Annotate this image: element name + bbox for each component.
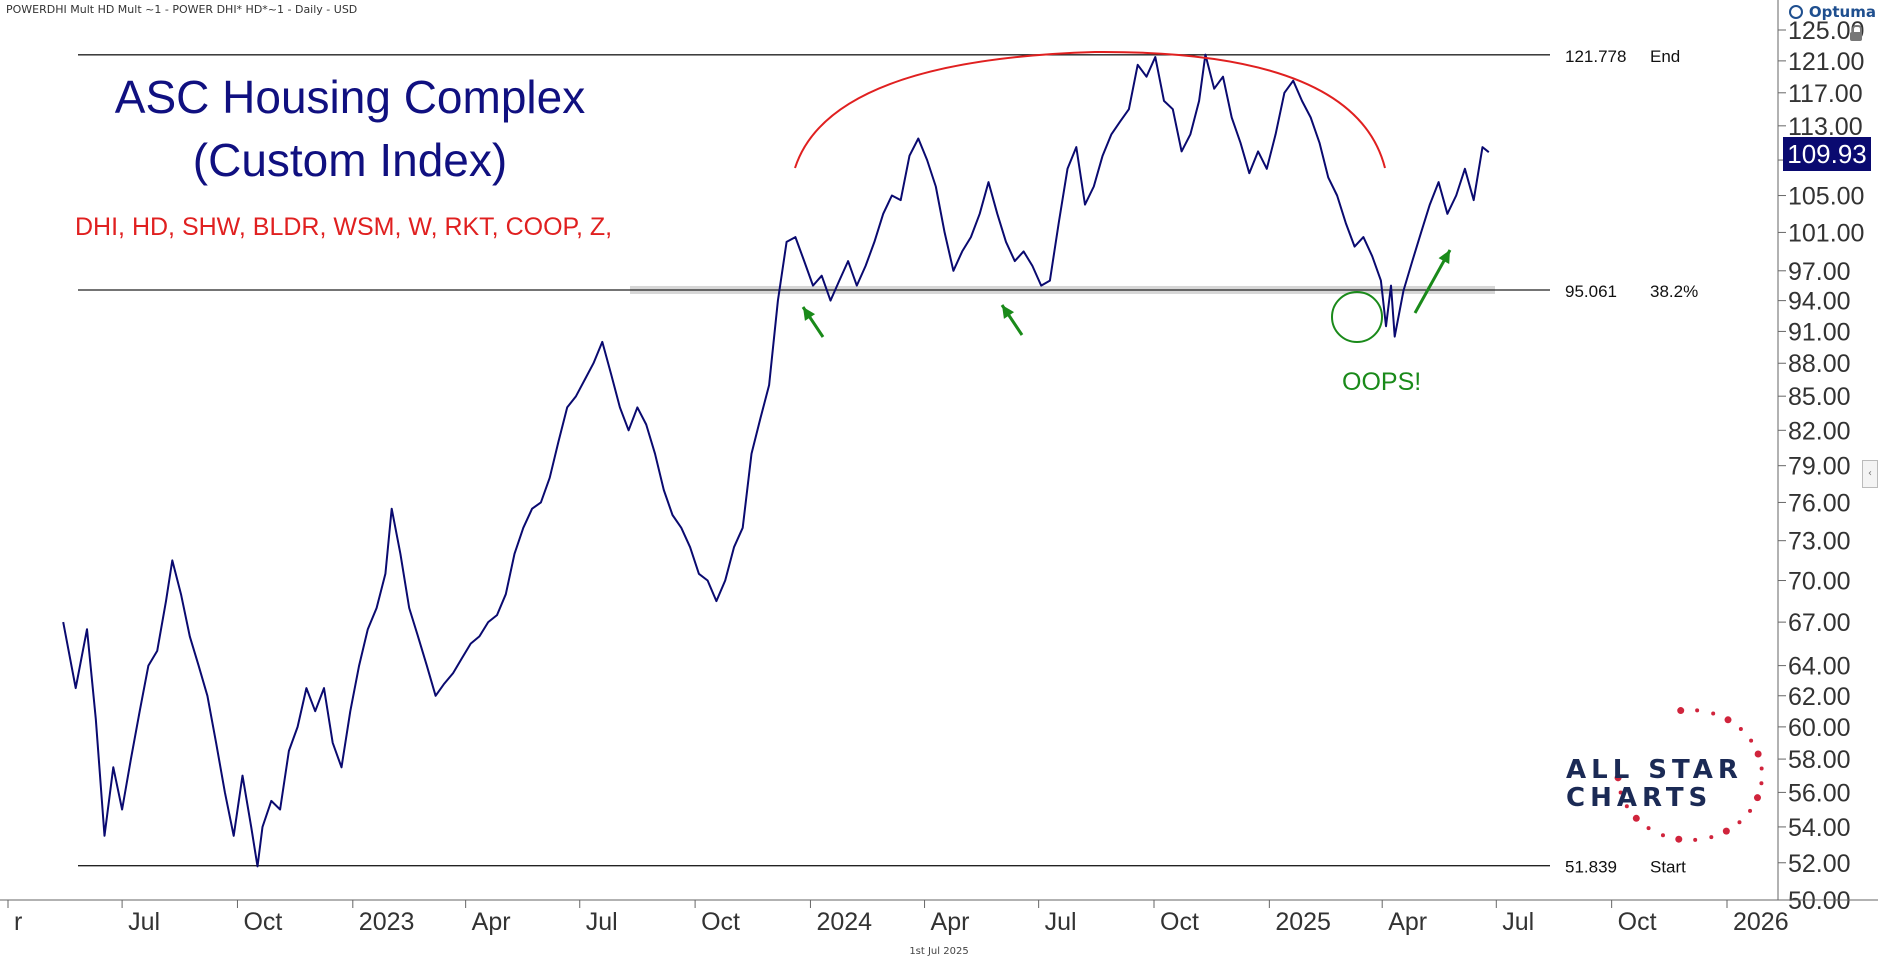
logo-star-icon [1632, 814, 1640, 822]
last-price-tag: 109.93 [1783, 137, 1871, 171]
y-tick-label: 94.00 [1788, 288, 1851, 316]
horizontal-levels: 121.778 End 95.061 38.2% 51.839 Start [78, 47, 1698, 877]
y-tick-label: 117.00 [1788, 80, 1863, 108]
x-tick-label: Jul [1502, 908, 1534, 936]
optuma-logo-icon [1789, 5, 1803, 19]
logo-star-icon [1724, 716, 1732, 724]
logo-star-icon [1754, 750, 1762, 758]
level-value-label: 95.061 [1565, 282, 1617, 301]
level-tag-label: Start [1650, 858, 1686, 877]
chart-header: POWERDHI Mult HD Mult ~1 - POWER DHI* HD… [6, 3, 358, 16]
logo-star-icon [1711, 711, 1716, 716]
y-tick-label: 121.00 [1788, 48, 1864, 76]
x-tick-label: Jul [1045, 908, 1077, 936]
logo-star-icon [1759, 766, 1764, 771]
optuma-label: Optuma [1808, 3, 1876, 21]
logo-star-icon [1693, 837, 1698, 842]
y-tick-label: 50.00 [1788, 887, 1851, 915]
logo-star-icon [1695, 708, 1700, 713]
x-tick-label: Oct [1618, 908, 1657, 936]
y-tick-label: 79.00 [1788, 453, 1851, 481]
y-tick-label: 113.00 [1788, 113, 1863, 141]
logo-star-icon [1660, 833, 1665, 838]
breakout-arrow-head [1438, 250, 1450, 264]
x-tick-label: 2026 [1733, 908, 1789, 936]
y-tick-label: 85.00 [1788, 383, 1851, 411]
y-tick-label: 105.00 [1788, 183, 1864, 211]
optuma-brand: Optuma [1788, 3, 1876, 21]
level-tag-label: 38.2% [1650, 282, 1698, 301]
logo-star-icon [1614, 774, 1622, 782]
logo-star-icon [1737, 820, 1742, 825]
undercut-circle [1331, 291, 1383, 343]
y-tick-label: 91.00 [1788, 318, 1851, 346]
y-tick-label: 76.00 [1788, 489, 1851, 517]
x-tick-label: 2024 [816, 908, 872, 936]
cursor-date-label: 1st Jul 2025 [909, 946, 969, 957]
y-tick-label: 56.00 [1788, 779, 1851, 807]
logo-star-icon [1677, 707, 1685, 715]
y-tick-label: 58.00 [1788, 746, 1851, 774]
y-tick-label: 60.00 [1788, 714, 1851, 742]
x-tick-label: 2023 [359, 908, 415, 936]
x-tick-label: Oct [243, 908, 282, 936]
level-value-label: 121.778 [1565, 47, 1626, 66]
y-tick-label: 82.00 [1788, 417, 1851, 445]
y-tick-label: 73.00 [1788, 528, 1851, 556]
x-axis: r Jul Oct 2023 Apr Jul Oct 2024 Apr Jul Oct 2025 Apr… [0, 899, 1878, 936]
logo-star-icon [1618, 790, 1623, 795]
logo-star-icon [1709, 835, 1714, 840]
support-arrow-2-head [1002, 305, 1015, 319]
y-tick-label: 64.00 [1788, 653, 1851, 681]
y-tick-label: 54.00 [1788, 814, 1851, 842]
y-axis: 125.00121.00117.00113.00109.00105.00101.… [1777, 0, 1864, 915]
logo-star-icon [1675, 835, 1683, 843]
level-tag-label: End [1650, 47, 1680, 66]
price-series [62, 53, 1490, 868]
logo-star-icon [1748, 808, 1753, 813]
logo-line2: CHARTS [1566, 783, 1713, 813]
y-tick-label: 70.00 [1788, 568, 1851, 596]
x-tick-label: 2025 [1275, 908, 1331, 936]
x-tick-label: Oct [1160, 908, 1199, 936]
chart-annotations [794, 50, 1764, 843]
all-star-charts-logo: ALL STAR CHARTS [1566, 756, 1743, 812]
x-tick-label: Jul [586, 908, 618, 936]
level-value-label: 51.839 [1565, 858, 1617, 877]
constituent-tickers: DHI, HD, SHW, BLDR, WSM, W, RKT, COOP, Z… [75, 213, 613, 241]
y-tick-label: 62.00 [1788, 683, 1851, 711]
x-tick-label: Apr [931, 908, 970, 936]
axis-scroll-button[interactable]: ‹ [1862, 460, 1878, 488]
x-tick-label: r [14, 908, 22, 936]
y-tick-label: 67.00 [1788, 609, 1851, 637]
x-tick-label: Jul [128, 908, 160, 936]
lock-icon[interactable] [1850, 25, 1862, 41]
logo-star-icon [1646, 826, 1651, 831]
logo-star-icon [1738, 727, 1743, 732]
logo-line1: ALL STAR [1566, 755, 1743, 785]
logo-star-icon [1749, 738, 1754, 743]
chart-title-line2: (Custom Index) [192, 134, 508, 186]
price-line [62, 53, 1490, 868]
x-tick-label: Apr [472, 908, 511, 936]
logo-star-icon [1722, 827, 1730, 835]
y-tick-label: 97.00 [1788, 258, 1851, 286]
y-tick-label: 101.00 [1788, 219, 1864, 247]
support-arrow-1-head [803, 307, 816, 321]
x-tick-label: Oct [701, 908, 740, 936]
chart-title-line1: ASC Housing Complex [114, 71, 586, 123]
logo-star-icon [1753, 794, 1761, 802]
y-tick-label: 52.00 [1788, 850, 1851, 878]
oops-annotation: OOPS! [1342, 368, 1422, 396]
rounding-top-arc [794, 50, 1386, 169]
logo-star-icon [1759, 781, 1764, 786]
x-tick-label: Apr [1388, 908, 1427, 936]
y-tick-label: 88.00 [1788, 350, 1851, 378]
logo-star-icon [1624, 804, 1629, 809]
